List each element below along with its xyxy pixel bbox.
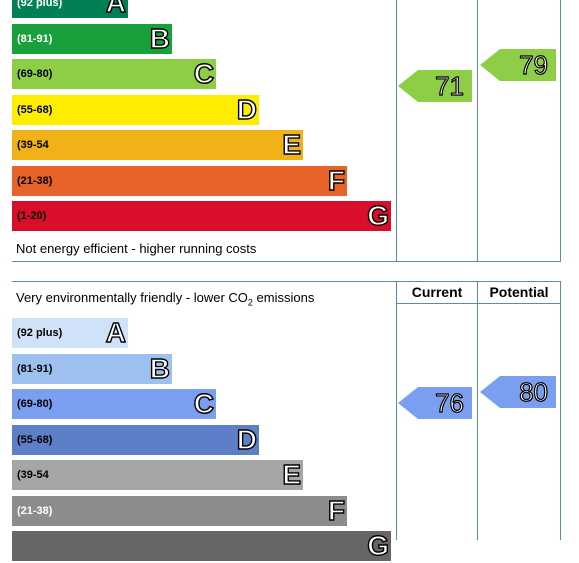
env-band-range: (55-68) xyxy=(17,433,53,446)
energy-current-rating: 71 xyxy=(398,70,472,102)
env-potential-rating: 80 xyxy=(480,376,556,408)
env-band-c: (69-80) C xyxy=(12,387,216,420)
env-band-range: (21-38) xyxy=(17,504,53,517)
energy-footer-note: Not energy efficient - higher running co… xyxy=(16,241,257,256)
energy-divider-left xyxy=(396,0,397,262)
env-band-range: (39-54 xyxy=(17,469,49,481)
env-top-border xyxy=(12,281,396,282)
energy-band-a: (92 plus) A xyxy=(12,0,128,19)
env-band-letter: E xyxy=(282,458,302,490)
energy-band-letter: B xyxy=(149,22,171,54)
env-divider-middle xyxy=(477,281,478,540)
energy-band-range: (1-20) xyxy=(17,210,47,222)
env-band-e: (39-54 E xyxy=(12,458,303,491)
env-band-d: (55-68) D xyxy=(12,423,259,455)
energy-band-letter: A xyxy=(105,0,127,19)
energy-band-range: (92 plus) xyxy=(17,0,63,9)
energy-band-letter: C xyxy=(193,57,215,89)
energy-band-g: (1-20) G xyxy=(12,199,391,232)
energy-band-letter: D xyxy=(236,93,258,125)
energy-band-b: (81-91) B xyxy=(12,22,172,54)
energy-current-value: 71 xyxy=(434,70,464,101)
env-band-range: (92 plus) xyxy=(17,327,63,339)
env-divider-left xyxy=(396,281,397,540)
energy-band-c: (69-80) C xyxy=(12,57,216,90)
env-band-letter: B xyxy=(149,352,171,384)
env-top-note-suffix: emissions xyxy=(252,290,315,305)
env-band-b: (81-91) B xyxy=(12,352,172,384)
env-band-range: (69-80) xyxy=(17,398,53,410)
energy-potential-rating: 79 xyxy=(480,49,556,81)
energy-potential-value: 79 xyxy=(518,49,548,80)
env-top-note-subscript: 2 xyxy=(247,297,253,308)
energy-efficiency-chart: (92 plus) A (81-91) B (69-80) C (55-68) D (39-54… xyxy=(12,0,561,262)
env-band-letter: A xyxy=(105,316,127,348)
energy-band-range: (81-91) xyxy=(17,32,53,45)
energy-band-letter: F xyxy=(327,164,346,196)
env-band-letter: G xyxy=(367,529,390,561)
env-header-potential: Potential xyxy=(489,284,549,300)
env-band-range: (81-91) xyxy=(17,362,53,375)
energy-bottom-border xyxy=(12,261,561,262)
env-band-letter: F xyxy=(327,494,346,526)
energy-band-range: (69-80) xyxy=(17,68,53,80)
env-current-rating: 76 xyxy=(398,387,472,419)
env-current-value: 76 xyxy=(434,387,464,418)
environmental-impact-chart: Current Potential Very environmentally f… xyxy=(12,281,561,562)
energy-band-letter: G xyxy=(367,199,390,231)
energy-divider-right xyxy=(560,0,561,262)
env-band-letter: D xyxy=(236,423,258,455)
energy-band-range: (39-54 xyxy=(17,139,49,151)
env-header-bottom-rule xyxy=(396,303,561,304)
energy-divider-middle xyxy=(477,0,478,262)
env-band-a: (92 plus) A xyxy=(12,316,128,349)
energy-band-letter: E xyxy=(282,128,302,160)
env-header-top-rule xyxy=(396,281,561,282)
env-band-letter: C xyxy=(193,387,215,419)
env-divider-right xyxy=(560,281,561,540)
env-header-current: Current xyxy=(411,284,463,300)
env-band-f: (21-38) F xyxy=(12,494,347,526)
env-band-g: G xyxy=(12,529,391,562)
energy-band-range: (55-68) xyxy=(17,103,53,116)
env-top-note: Very environmentally friendly - lower CO… xyxy=(16,289,314,312)
env-potential-value: 80 xyxy=(518,376,548,407)
energy-band-f: (21-38) F xyxy=(12,164,347,196)
env-top-note-text: Very environmentally friendly - lower CO xyxy=(16,290,248,305)
energy-band-e: (39-54 E xyxy=(12,128,303,161)
energy-band-d: (55-68) D xyxy=(12,93,259,125)
energy-band-range: (21-38) xyxy=(17,174,53,187)
